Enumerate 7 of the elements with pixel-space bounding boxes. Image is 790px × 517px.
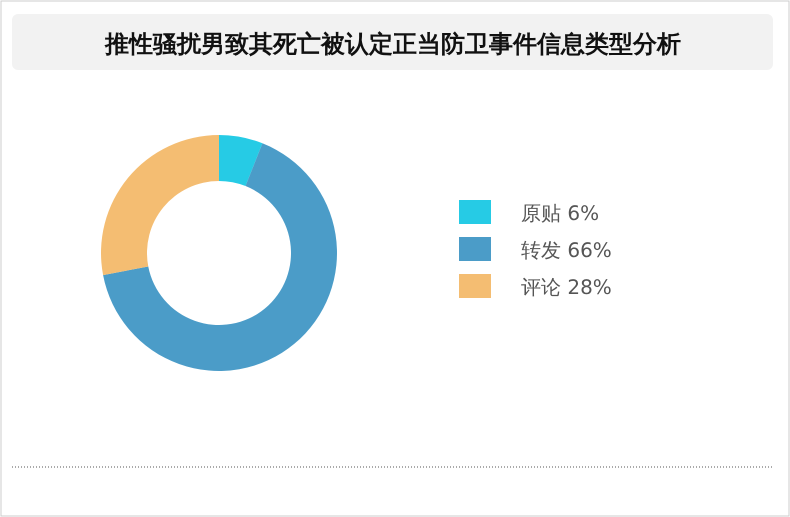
donut-slice xyxy=(101,135,219,276)
donut-slice xyxy=(103,143,337,371)
legend-label: 评论 28% xyxy=(521,275,612,299)
donut-slice xyxy=(219,135,262,186)
chart-title: 推性骚扰男致其死亡被认定正当防卫事件信息类型分析 xyxy=(104,30,681,58)
legend-label: 原贴 6% xyxy=(521,201,600,225)
legend-label: 转发 66% xyxy=(521,238,612,262)
